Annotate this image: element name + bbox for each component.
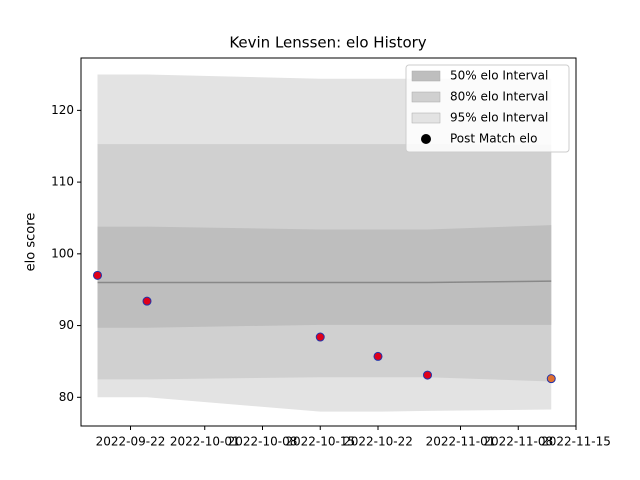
x-tick-label: 2022-09-22	[96, 435, 166, 449]
legend-label: 80% elo Interval	[450, 90, 548, 104]
legend-label: 95% elo Interval	[450, 111, 548, 125]
y-tick-label: 120	[51, 103, 74, 117]
y-axis-label: elo score	[24, 213, 39, 272]
x-tick-label: 2022-11-15	[541, 435, 611, 449]
legend-frame	[405, 64, 570, 153]
legend-swatch	[411, 112, 441, 124]
y-tick-label: 80	[59, 390, 74, 404]
x-tick-label: 2022-10-22	[343, 435, 413, 449]
chart-title: Kevin Lenssen: elo History	[229, 34, 426, 52]
x-tick-label: 2022-10-08	[228, 435, 298, 449]
x-tick-label: 2022-11-08	[483, 435, 553, 449]
legend-label: Post Match elo	[450, 132, 537, 146]
legend-label: 50% elo Interval	[450, 69, 548, 83]
x-tick-label: 2022-10-15	[285, 435, 355, 449]
legend-swatch	[411, 70, 441, 82]
match-point	[142, 296, 152, 306]
match-point	[315, 332, 325, 342]
legend-marker	[421, 134, 431, 144]
match-point	[423, 370, 432, 380]
x-tick-label: 2022-11-01	[426, 435, 496, 449]
y-tick-label: 90	[59, 318, 74, 332]
match-point	[93, 270, 102, 280]
x-tick-label: 2022-10-01	[170, 435, 240, 449]
match-point	[546, 374, 556, 384]
mean-line	[97, 280, 552, 284]
interval-band	[97, 225, 552, 328]
y-tick-label: 100	[51, 246, 74, 260]
legend-swatch	[411, 91, 441, 103]
plot-frame	[80, 57, 577, 427]
match-point	[373, 351, 383, 361]
y-tick-label: 110	[51, 175, 74, 189]
